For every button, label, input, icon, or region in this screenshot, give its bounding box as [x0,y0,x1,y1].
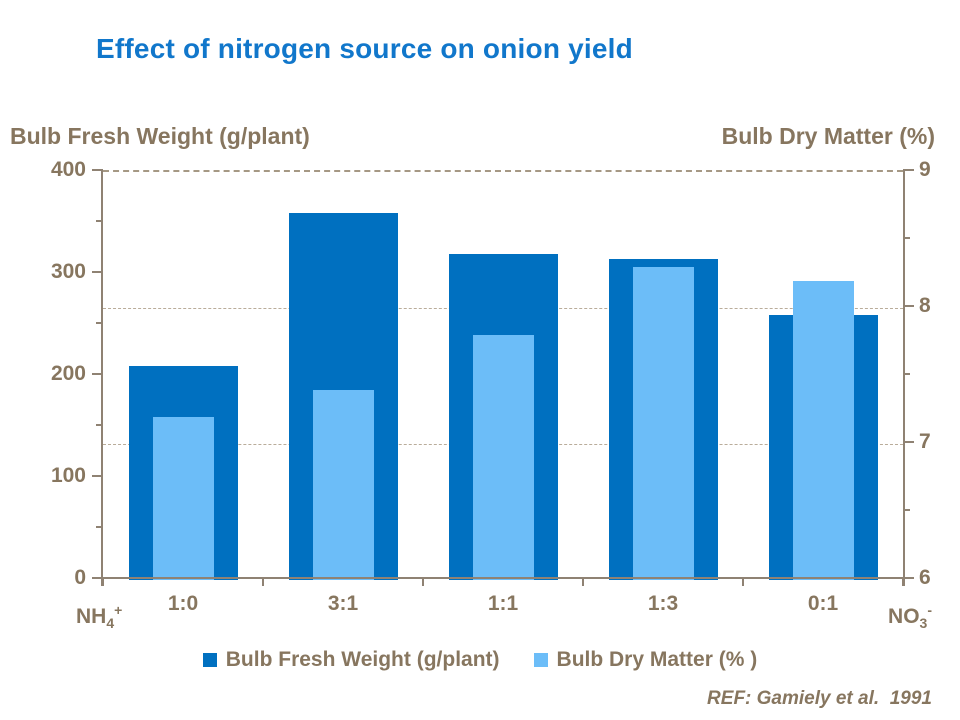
category-label-1-0: 1:0 [167,592,199,615]
right-tick-label-6: 6 [919,566,931,589]
no3-sub: 3 [919,615,928,632]
nh4-sub: 4 [106,615,115,632]
x-axis-right-end-label: NO3- [888,602,932,631]
left-tick-label-100: 100 [50,464,86,487]
x-axis-left-end-label: NH4+ [76,602,122,631]
left-axis-title: Bulb Fresh Weight (g/plant) [10,123,310,149]
left-minor-tick-350 [96,220,103,222]
chart-legend: Bulb Fresh Weight (g/plant) Bulb Dry Mat… [0,648,960,672]
plot-area [103,170,903,580]
category-label-1-1: 1:1 [487,592,519,615]
left-major-tick-0 [92,577,103,579]
bottom-tick-3 [582,578,584,586]
category-label-3-1: 3:1 [327,592,359,615]
bottom-axis-line [101,577,905,579]
left-tick-label-0: 0 [74,566,86,589]
left-major-tick-300 [92,271,103,273]
bottom-tick-2 [422,578,424,586]
bar-dry-matter-3-1 [312,389,374,580]
legend-item-fresh-weight: Bulb Fresh Weight (g/plant) [202,648,500,672]
left-major-tick-400 [92,169,103,171]
left-tick-label-200: 200 [50,362,86,385]
category-label-0-1: 0:1 [807,592,839,615]
category-label-1-3: 1:3 [647,592,679,615]
left-minor-tick-250 [96,322,103,324]
legend-swatch-fresh-weight-icon [202,653,217,667]
legend-item-dry-matter: Bulb Dry Matter (% ) [533,648,758,672]
right-tick-label-8: 8 [919,294,931,317]
right-tick-label-7: 7 [919,430,931,453]
bar-dry-matter-1-1 [472,335,534,580]
right-major-tick-7 [903,441,914,443]
right-minor-tick-7.5 [903,373,910,375]
left-minor-tick-150 [96,424,103,426]
left-tick-label-400: 400 [50,158,86,181]
right-tick-label-9: 9 [919,158,931,181]
legend-label-dry-matter: Bulb Dry Matter (% ) [556,648,758,671]
bottom-tick-1 [262,578,264,586]
legend-swatch-dry-matter-icon [533,653,548,667]
left-tick-label-300: 300 [50,260,86,283]
right-major-tick-8 [903,305,914,307]
legend-label-fresh-weight: Bulb Fresh Weight (g/plant) [225,648,500,671]
right-minor-tick-6.5 [903,509,910,511]
chart-title: Effect of nitrogen source on onion yield [96,33,633,64]
left-major-tick-200 [92,373,103,375]
left-minor-tick-50 [96,526,103,528]
bottom-tick-0 [102,578,104,586]
bottom-tick-4 [742,578,744,586]
right-minor-tick-8.5 [903,237,910,239]
right-axis-title: Bulb Dry Matter (%) [721,123,935,149]
bar-dry-matter-1-3 [632,267,694,580]
bar-dry-matter-0-1 [792,280,854,580]
no3-base: NO [888,605,920,628]
no3-sup: - [927,602,932,618]
nh4-base: NH [76,605,107,628]
reference-citation: REF: Gamiely et al. 1991 [707,688,932,709]
right-major-tick-9 [903,169,914,171]
left-axis-line [101,170,103,586]
right-axis-line [903,170,905,586]
right-major-tick-6 [903,577,914,579]
bar-dry-matter-1-0 [152,416,214,580]
nh4-sup: + [114,602,123,618]
left-major-tick-100 [92,475,103,477]
bottom-tick-5 [902,578,904,586]
